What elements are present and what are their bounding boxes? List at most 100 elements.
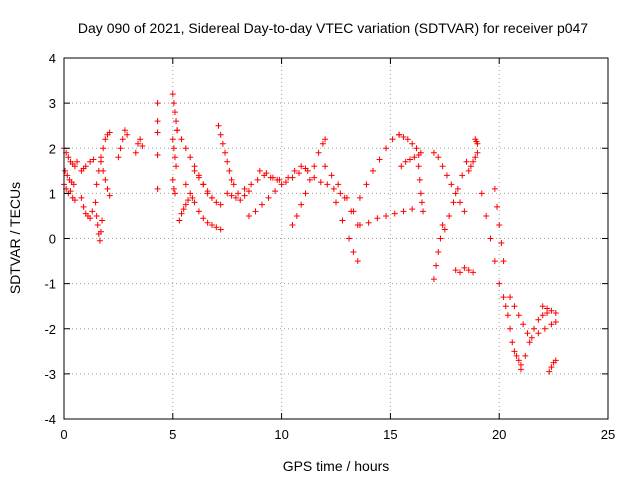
series-aq xyxy=(517,309,551,373)
data-point xyxy=(400,208,407,215)
y-tick-label: 0 xyxy=(49,232,56,247)
data-point xyxy=(170,100,177,107)
data-point xyxy=(187,190,194,197)
y-tick-label: -1 xyxy=(44,277,56,292)
data-point xyxy=(259,201,266,208)
data-point xyxy=(245,212,252,219)
data-point xyxy=(487,235,494,242)
data-point xyxy=(409,140,416,147)
data-point xyxy=(298,201,305,208)
series-ad xyxy=(396,131,424,156)
data-point xyxy=(483,212,490,219)
data-point xyxy=(330,185,337,192)
data-point xyxy=(416,176,423,183)
data-point xyxy=(535,316,542,323)
data-point xyxy=(304,167,311,174)
data-point xyxy=(404,136,411,143)
data-point xyxy=(289,174,296,181)
data-point xyxy=(154,129,161,136)
data-point xyxy=(513,352,520,359)
data-point xyxy=(511,303,518,310)
data-point xyxy=(93,212,100,219)
data-point xyxy=(339,217,346,224)
data-point xyxy=(439,163,446,170)
data-point xyxy=(322,136,329,143)
data-points xyxy=(61,91,559,375)
data-point xyxy=(121,127,128,134)
data-point xyxy=(504,312,511,319)
y-tick-label: -2 xyxy=(44,322,56,337)
data-point xyxy=(457,199,464,206)
data-point xyxy=(70,181,77,188)
data-point xyxy=(463,158,470,165)
data-point xyxy=(169,136,176,143)
y-tick-label: 2 xyxy=(49,141,56,156)
data-point xyxy=(191,167,198,174)
data-point xyxy=(102,176,109,183)
data-point xyxy=(187,154,194,161)
data-point xyxy=(350,208,357,215)
data-point xyxy=(228,192,235,199)
data-point xyxy=(213,224,220,231)
data-point xyxy=(235,190,242,197)
series-ap xyxy=(507,294,531,337)
data-point xyxy=(94,221,101,228)
data-point xyxy=(552,357,559,364)
data-point xyxy=(276,176,283,183)
series-r xyxy=(191,167,224,208)
data-point xyxy=(230,181,237,188)
data-point xyxy=(317,179,324,186)
series-f xyxy=(92,199,106,244)
data-point xyxy=(254,176,261,183)
data-point xyxy=(154,185,161,192)
data-point xyxy=(528,334,535,341)
data-point xyxy=(217,226,224,233)
x-tick-label: 0 xyxy=(60,427,67,442)
data-point xyxy=(437,235,444,242)
data-point xyxy=(71,197,78,204)
series-aj xyxy=(452,264,477,276)
y-tick-label: -3 xyxy=(44,367,56,382)
data-point xyxy=(154,152,161,159)
data-point xyxy=(467,163,474,170)
data-point xyxy=(200,181,207,188)
data-point xyxy=(389,136,396,143)
data-point xyxy=(515,312,522,319)
series-y xyxy=(304,167,350,201)
x-tick-label: 15 xyxy=(383,427,397,442)
series-s xyxy=(215,122,237,188)
series-ai xyxy=(441,158,470,233)
data-point xyxy=(498,240,505,247)
data-point xyxy=(178,136,185,143)
data-point xyxy=(335,181,342,188)
data-point xyxy=(472,154,479,161)
data-point xyxy=(87,158,94,165)
data-point xyxy=(494,203,501,210)
data-point xyxy=(515,357,522,364)
data-point xyxy=(548,321,555,328)
series-c xyxy=(62,167,77,188)
data-point xyxy=(265,194,272,201)
data-point xyxy=(511,348,518,355)
data-point xyxy=(182,181,189,188)
data-point xyxy=(354,258,361,265)
series-at xyxy=(546,357,559,375)
series-m xyxy=(169,136,180,170)
series-x xyxy=(289,136,329,228)
data-point xyxy=(173,163,180,170)
series-ag xyxy=(430,149,468,215)
data-point xyxy=(71,163,78,170)
data-point xyxy=(465,267,472,274)
data-point xyxy=(208,221,215,228)
data-point xyxy=(452,267,459,274)
data-point xyxy=(491,185,498,192)
series-ac xyxy=(356,206,416,228)
data-point xyxy=(97,228,104,235)
series-an xyxy=(491,185,507,265)
data-point xyxy=(324,181,331,188)
data-point xyxy=(93,181,100,188)
series-o xyxy=(174,127,215,201)
data-point xyxy=(535,330,542,337)
data-point xyxy=(507,294,514,301)
data-point xyxy=(369,167,376,174)
